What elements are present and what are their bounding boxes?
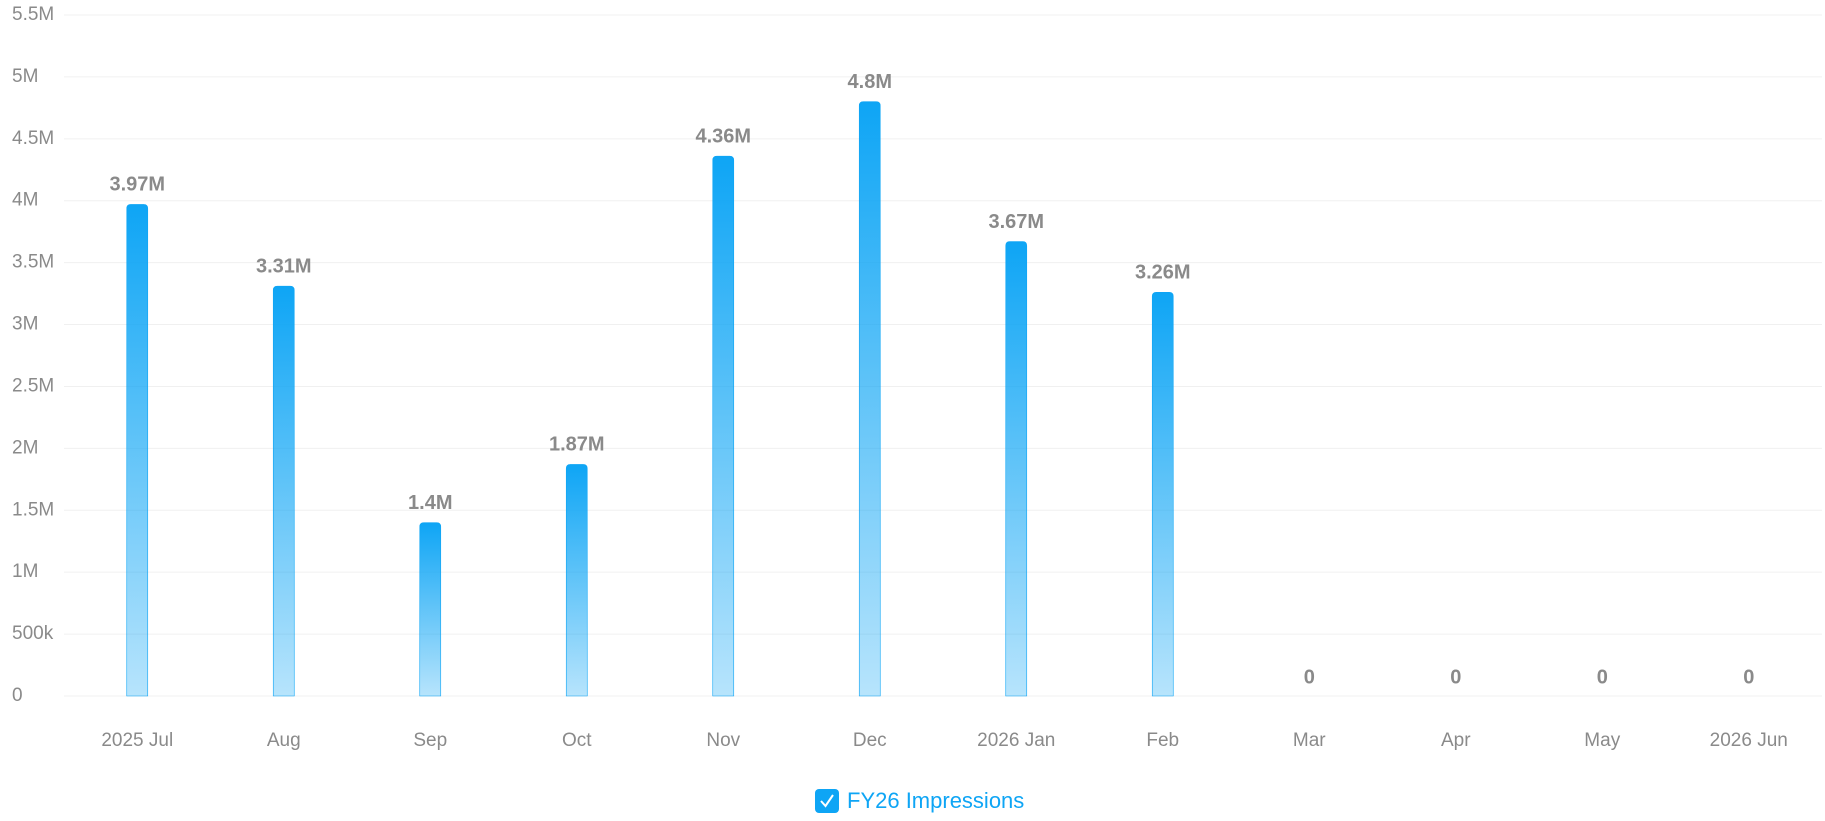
- y-tick-label: 5M: [12, 66, 38, 87]
- data-label: 3.67M: [988, 211, 1044, 233]
- bar: [712, 155, 735, 697]
- data-label: 0: [1597, 666, 1608, 688]
- legend-item[interactable]: FY26 Impressions: [815, 788, 1024, 813]
- bar: [1151, 292, 1174, 697]
- bar: [565, 464, 588, 697]
- bar: [272, 285, 295, 697]
- legend-checkbox: [815, 789, 839, 813]
- y-tick-label: 3M: [12, 314, 38, 335]
- x-tick-label: Mar: [1293, 730, 1326, 751]
- x-tick-label: Sep: [413, 730, 447, 751]
- data-label: 3.97M: [109, 174, 165, 196]
- legend-label: FY26 Impressions: [847, 788, 1024, 813]
- data-label: 1.4M: [408, 492, 452, 514]
- y-tick-label: 3.5M: [12, 252, 54, 273]
- x-tick-label: May: [1584, 730, 1620, 751]
- legend: FY26 Impressions: [815, 788, 1024, 813]
- data-label: 0: [1743, 666, 1754, 688]
- y-tick-label: 0: [12, 685, 23, 706]
- y-tick-label: 1.5M: [12, 499, 54, 520]
- data-label: 3.31M: [256, 255, 312, 277]
- data-label: 4.36M: [695, 125, 751, 147]
- x-tick-label: Oct: [562, 730, 592, 751]
- x-tick-label: Feb: [1146, 730, 1179, 751]
- data-label: 0: [1450, 666, 1461, 688]
- x-tick-label: 2026 Jun: [1710, 730, 1788, 751]
- y-tick-label: 5.5M: [12, 4, 54, 25]
- y-tick-label: 2M: [12, 437, 38, 458]
- y-tick-label: 500k: [12, 623, 54, 644]
- legend-check: [820, 794, 834, 808]
- x-tick-label: 2026 Jan: [977, 730, 1055, 751]
- x-tick-label: Aug: [267, 730, 301, 751]
- bar: [126, 204, 149, 697]
- bar: [1005, 241, 1028, 697]
- x-tick-label: Nov: [706, 730, 740, 751]
- y-tick-label: 2.5M: [12, 375, 54, 396]
- data-label: 1.87M: [549, 434, 605, 456]
- data-label: 3.26M: [1135, 262, 1191, 284]
- bar: [419, 522, 442, 697]
- x-tick-label: Apr: [1441, 730, 1471, 751]
- data-label: 4.8M: [848, 71, 892, 93]
- data-label: 0: [1304, 666, 1315, 688]
- x-tick-label: Dec: [853, 730, 887, 751]
- y-tick-label: 4.5M: [12, 128, 54, 149]
- bar: [858, 101, 881, 697]
- y-tick-label: 1M: [12, 561, 38, 582]
- y-tick-label: 4M: [12, 190, 38, 211]
- x-tick-label: 2025 Jul: [101, 730, 173, 751]
